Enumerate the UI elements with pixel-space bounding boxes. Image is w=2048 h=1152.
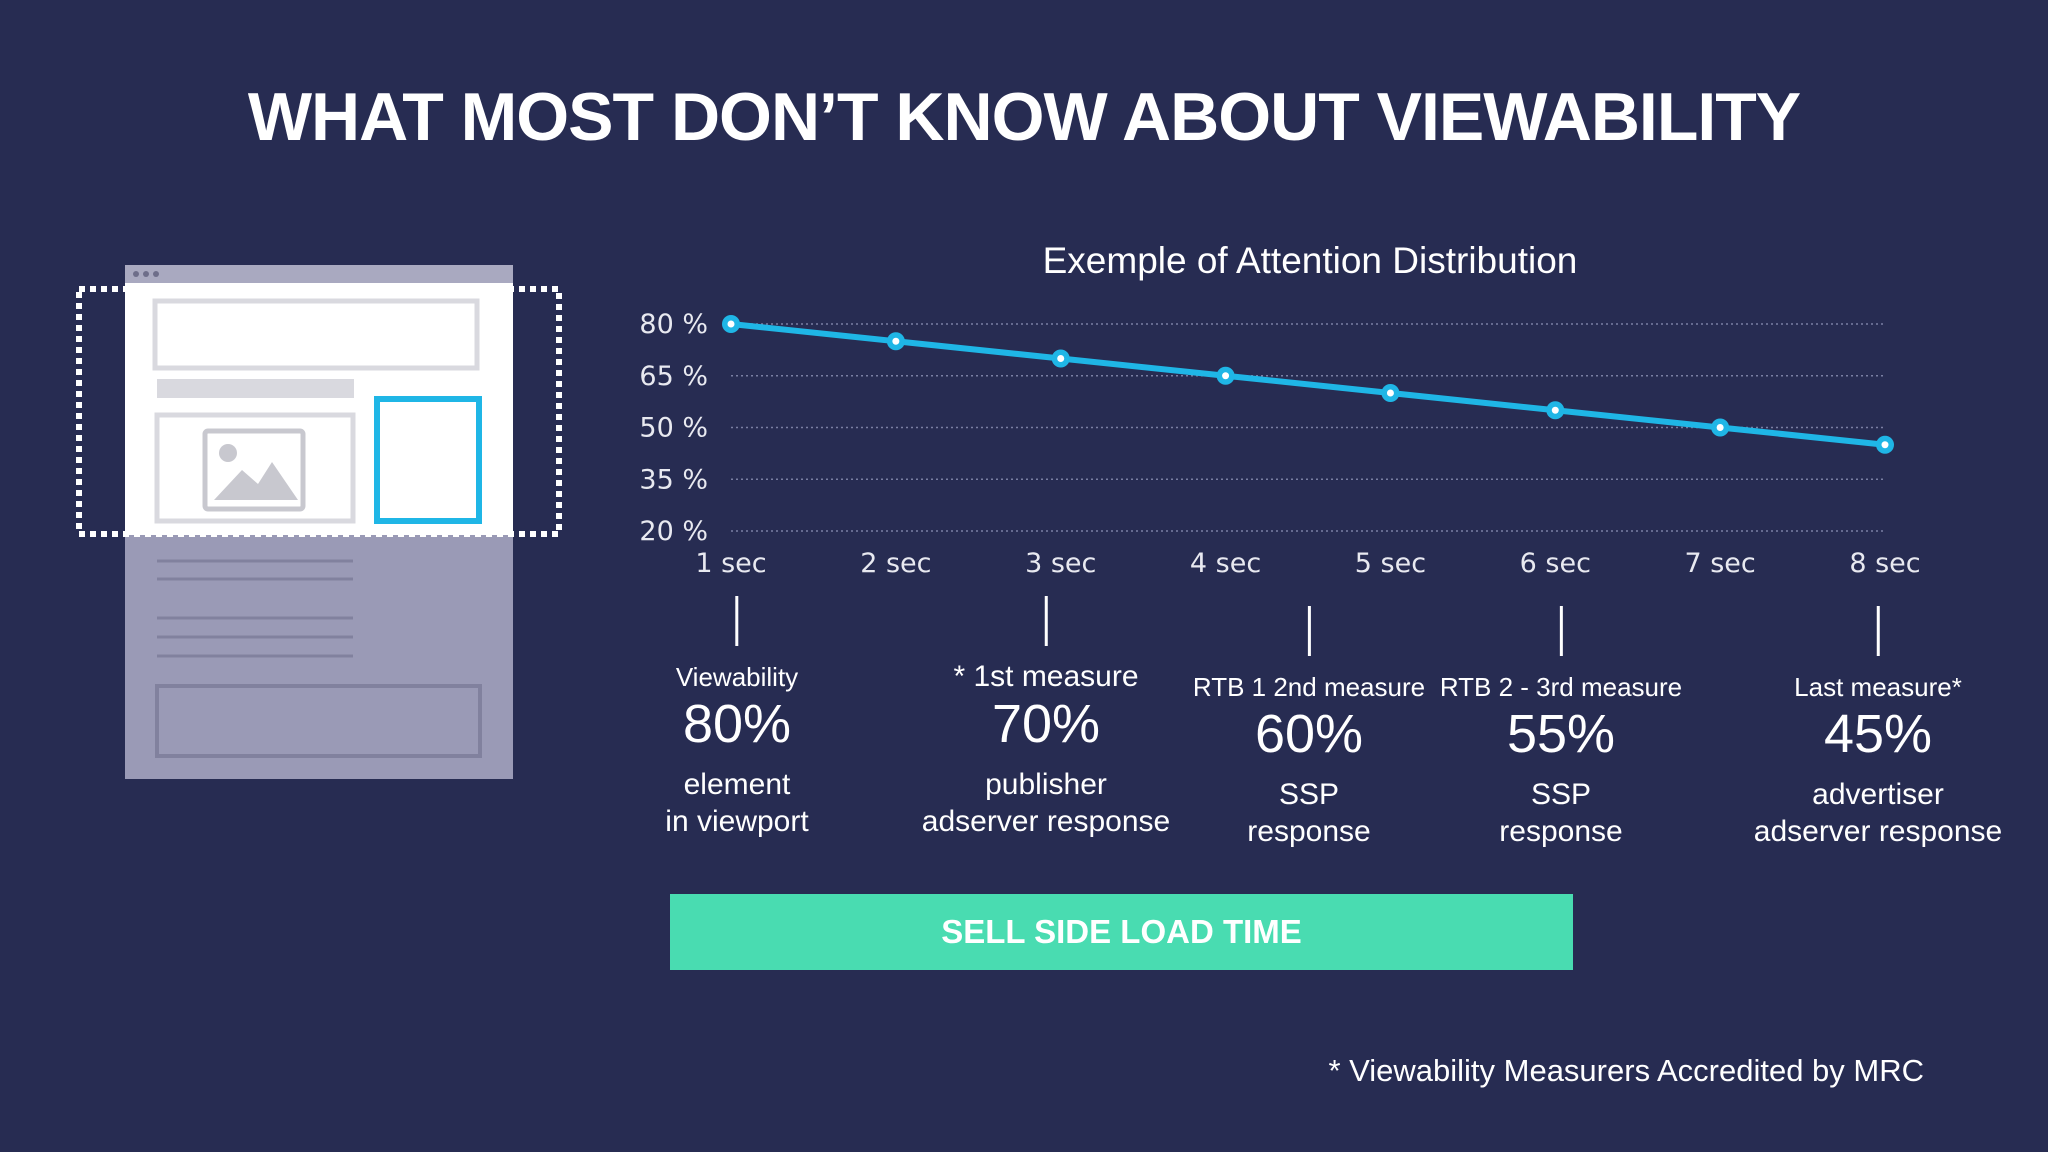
- ad-slot: [374, 396, 482, 524]
- page-title: WHAT MOST DON’T KNOW ABOUT VIEWABILITY: [247, 79, 1801, 155]
- data-point-center: [1881, 441, 1889, 449]
- callout-label: RTB 2 - 3rd measure: [1439, 672, 1683, 702]
- callout-desc-line1: publisher: [985, 768, 1107, 801]
- callout-desc-line2: in viewport: [665, 805, 809, 838]
- callout-percent: 45%: [1823, 704, 1933, 764]
- y-tick-label: 35 %: [639, 464, 708, 495]
- x-tick-label: 4 sec: [1190, 548, 1261, 579]
- x-tick-label: 7 sec: [1684, 548, 1755, 579]
- callout-label: * 1st measure: [953, 660, 1139, 693]
- callout-desc-line2: response: [1499, 815, 1623, 848]
- callout-percent: 60%: [1254, 704, 1364, 764]
- data-point-center: [727, 320, 735, 328]
- callout-tick: [735, 596, 739, 646]
- callout-rtb2: RTB 2 - 3rd measure 55% SSP response: [1440, 606, 1682, 850]
- attention-line-chart: 80 % 65 % 50 % 35 % 20 %1 sec 2 sec 3 sec 4 sec…: [639, 309, 1920, 579]
- footnote: * Viewability Measurers Accredited by MR…: [1328, 1053, 1924, 1088]
- callout-viewability: Viewability 80% element in viewport: [665, 596, 809, 840]
- callout-percent: 55%: [1506, 704, 1616, 764]
- x-tick-label: 3 sec: [1025, 548, 1096, 579]
- callout-last-measure: Last measure* 45% advertiser adserver re…: [1754, 606, 2002, 850]
- callout-tick: [1876, 606, 1880, 656]
- text-bar: [157, 379, 354, 398]
- window-dot-icon: [153, 271, 159, 277]
- callout-first-measure: * 1st measure 70% publisher adserver res…: [922, 596, 1170, 840]
- x-tick-label: 2 sec: [860, 548, 931, 579]
- callout-desc-line2: adserver response: [921, 805, 1171, 838]
- data-point-center: [892, 337, 900, 345]
- callout-tick: [1044, 596, 1048, 646]
- callout-desc-line1: element: [683, 768, 791, 801]
- x-tick-label: 5 sec: [1355, 548, 1426, 579]
- window-dot-icon: [133, 271, 139, 277]
- image-placeholder-icon: [202, 428, 306, 512]
- header-block: [152, 298, 480, 371]
- callout-rtb1: RTB 1 2nd measure 60% SSP response: [1193, 606, 1425, 850]
- y-tick-label: 20 %: [639, 516, 708, 547]
- callout-label: RTB 1 2nd measure: [1192, 672, 1426, 702]
- callout-tick: [1307, 606, 1311, 656]
- x-tick-label: 6 sec: [1520, 548, 1591, 579]
- image-block: [154, 412, 356, 524]
- callout-desc-line2: response: [1247, 815, 1371, 848]
- data-point-center: [1551, 406, 1559, 414]
- callout-desc-line1: SSP: [1278, 778, 1340, 811]
- callout-desc-line1: SSP: [1530, 778, 1592, 811]
- y-tick-label: 50 %: [639, 413, 708, 444]
- y-tick-label: 65 %: [639, 361, 708, 392]
- webpage-mockup-illustration: [76, 265, 562, 779]
- footer-block: [155, 684, 482, 758]
- x-tick-label: 8 sec: [1849, 548, 1920, 579]
- window-dot-icon: [143, 271, 149, 277]
- data-point-center: [1716, 424, 1724, 431]
- y-tick-label: 80 %: [639, 309, 708, 340]
- callout-percent: 70%: [991, 694, 1101, 754]
- callout-desc-line1: advertiser: [1812, 778, 1944, 811]
- data-point-center: [1386, 389, 1394, 397]
- chart-title: Exemple of Attention Distribution: [1042, 240, 1578, 281]
- callout-desc-line2: adserver response: [1753, 815, 2003, 848]
- series-line: [730, 321, 1886, 448]
- data-point-center: [1057, 355, 1065, 362]
- callout-tick: [1559, 606, 1563, 656]
- viewport-area: [125, 283, 513, 535]
- sell-side-load-time-bar: SELL SIDE LOAD TIME: [670, 894, 1573, 970]
- callout-label: Viewability: [675, 662, 799, 692]
- callout-label: Last measure*: [1794, 672, 1962, 702]
- data-point-center: [1222, 372, 1230, 380]
- browser-titlebar: [125, 265, 513, 283]
- x-tick-label: 1 sec: [695, 548, 766, 579]
- callout-percent: 80%: [682, 694, 792, 754]
